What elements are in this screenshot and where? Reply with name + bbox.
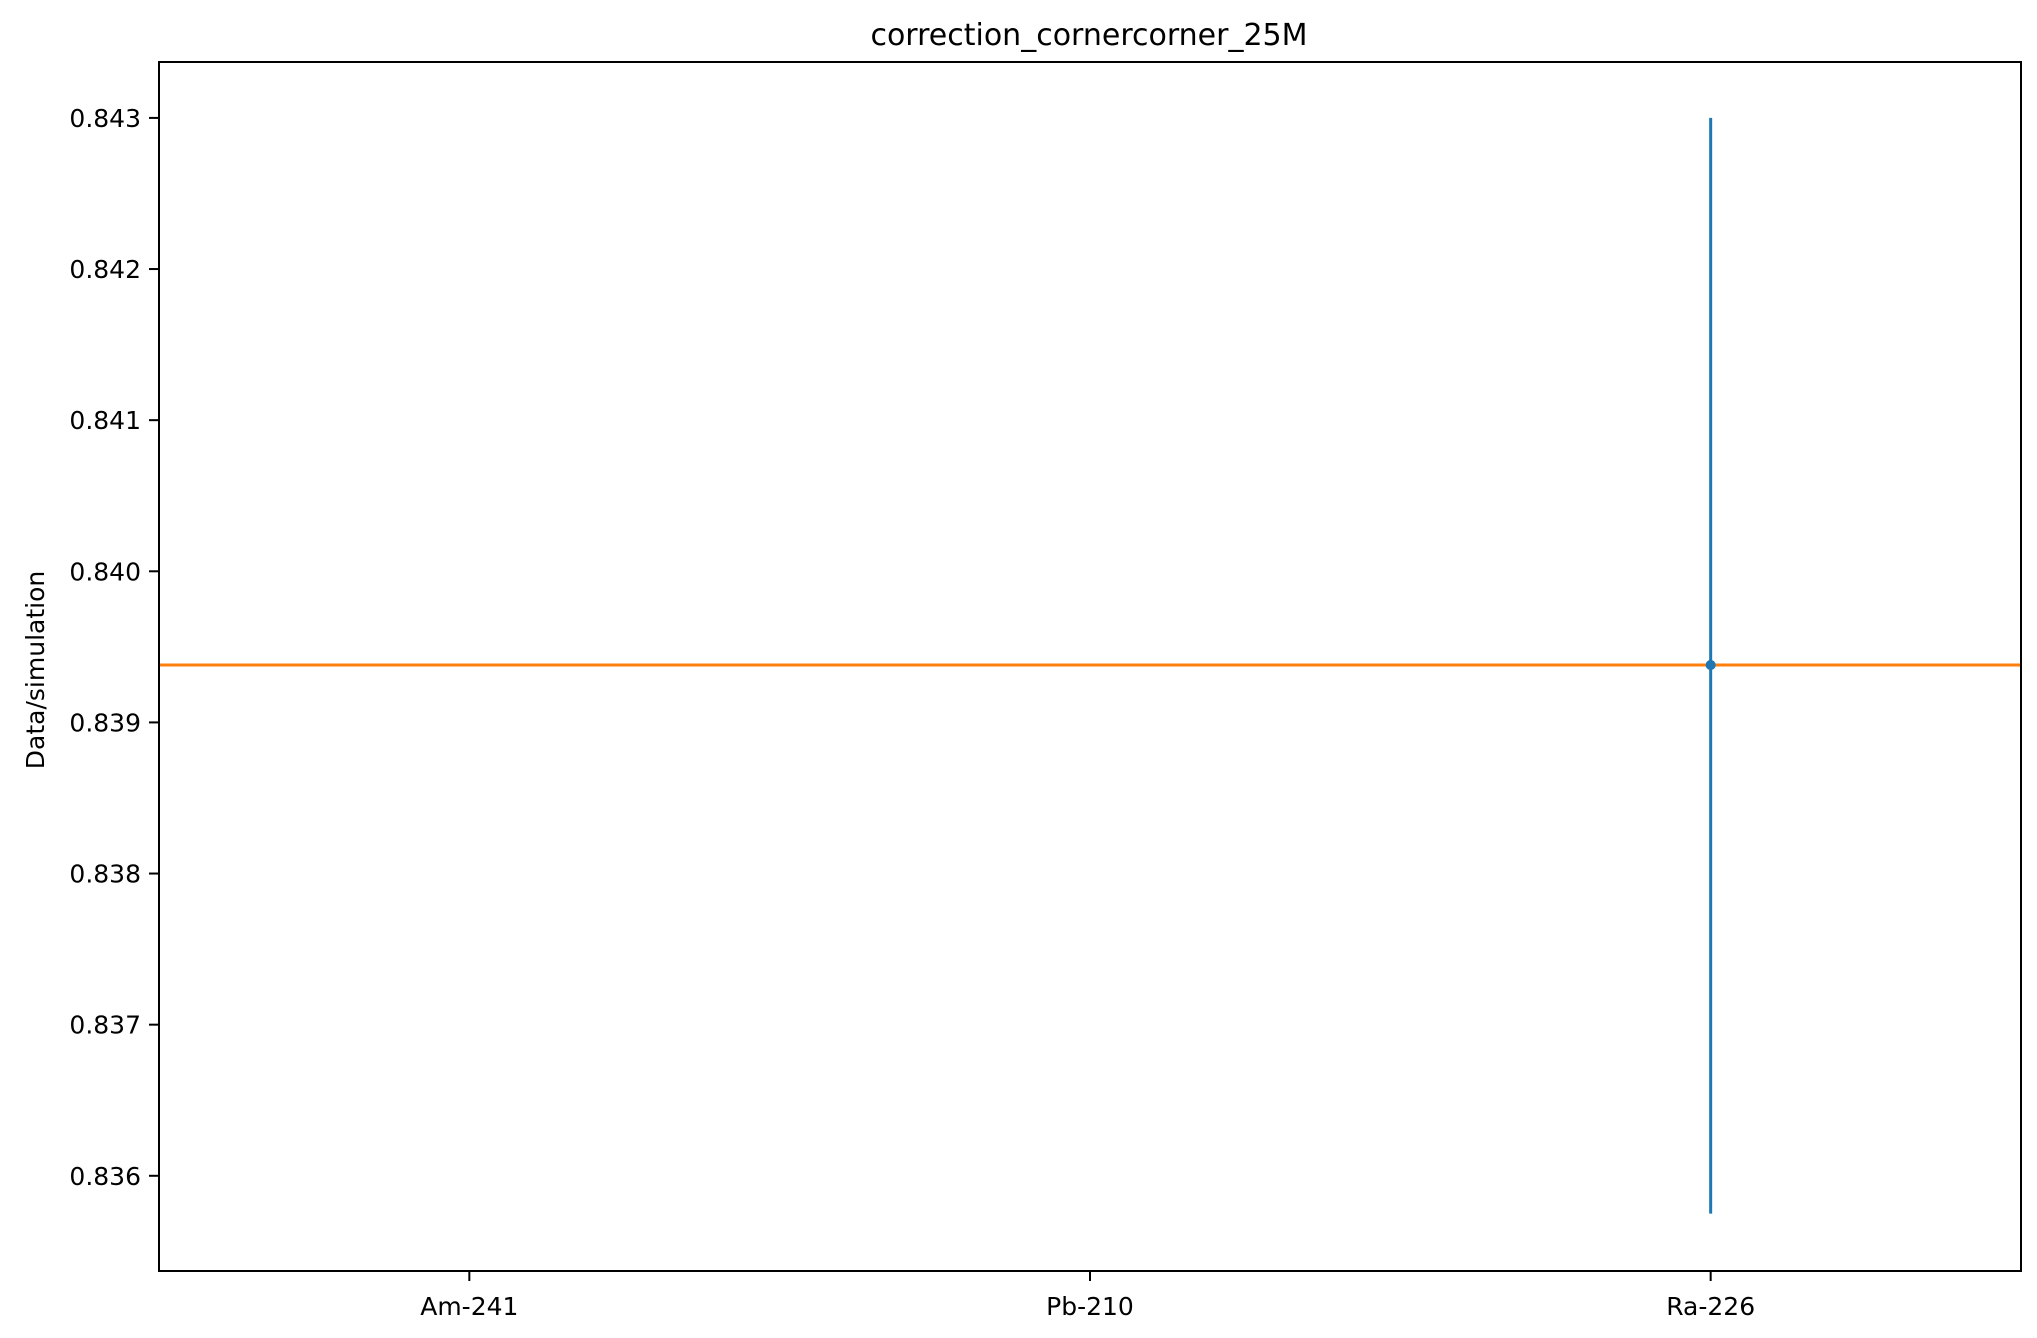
- y-tick-label: 0.840: [69, 557, 141, 586]
- plot-frame: [158, 61, 2022, 1272]
- y-tick-label: 0.841: [69, 406, 141, 435]
- y-tick-label: 0.837: [69, 1011, 141, 1040]
- y-tick-label: 0.836: [69, 1162, 141, 1191]
- x-tick-label: Ra-226: [1666, 1292, 1755, 1321]
- x-tick-label: Pb-210: [1046, 1292, 1134, 1321]
- data-point-marker-top: [1705, 659, 1716, 670]
- y-tick-label: 0.842: [69, 255, 141, 284]
- y-tick-label: 0.839: [69, 708, 141, 737]
- chart-title: correction_cornercorner_25M: [870, 18, 1307, 53]
- y-tick-label: 0.843: [69, 104, 141, 133]
- plot-content: [159, 117, 2021, 1214]
- x-tick-label: Am-241: [420, 1292, 518, 1321]
- x-axis-ticks: Am-241 Pb-210 Ra-226: [420, 1271, 1755, 1321]
- y-tick-label: 0.838: [69, 860, 141, 889]
- y-axis-ticks: 0.836 0.837 0.838 0.839 0.840 0.841 0.842 0.843: [69, 104, 159, 1191]
- y-axis-label: Data/simulation: [21, 571, 50, 769]
